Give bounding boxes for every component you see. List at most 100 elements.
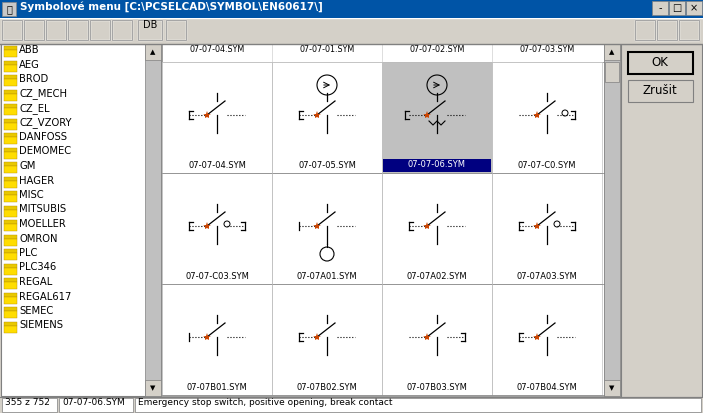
Bar: [2, 398, 57, 412]
Bar: [162, 44, 604, 396]
Bar: [4, 166, 17, 173]
Bar: [138, 20, 162, 40]
Bar: [4, 209, 17, 216]
Text: REGAL: REGAL: [19, 277, 52, 287]
Text: 07-07-01.SYM: 07-07-01.SYM: [299, 45, 354, 54]
Text: DANFOSS: DANFOSS: [19, 132, 67, 142]
Text: 07-07B04.SYM: 07-07B04.SYM: [517, 383, 577, 392]
Text: ▼: ▼: [150, 385, 155, 391]
Bar: [605, 62, 619, 82]
Bar: [635, 20, 655, 40]
Text: □: □: [672, 3, 682, 13]
Text: OMRON: OMRON: [19, 233, 58, 244]
Bar: [166, 20, 186, 40]
Bar: [4, 60, 17, 64]
Bar: [4, 64, 17, 71]
Bar: [4, 249, 17, 253]
Text: 07-07-04.SYM: 07-07-04.SYM: [188, 161, 246, 170]
Bar: [68, 20, 88, 40]
Bar: [4, 104, 17, 108]
Text: 07-07-06.SYM: 07-07-06.SYM: [408, 160, 466, 169]
Bar: [4, 79, 17, 86]
Bar: [4, 50, 17, 57]
Text: 07-07B03.SYM: 07-07B03.SYM: [406, 383, 467, 392]
Text: DEMOMEC: DEMOMEC: [19, 147, 71, 157]
Bar: [4, 278, 17, 282]
Bar: [604, 44, 620, 396]
Text: HAGER: HAGER: [19, 176, 54, 185]
Bar: [90, 20, 110, 40]
Text: SIEMENS: SIEMENS: [19, 320, 63, 330]
Text: PLC: PLC: [19, 248, 37, 258]
Bar: [46, 20, 66, 40]
Text: ▼: ▼: [610, 385, 614, 391]
Text: 07-07-05.SYM: 07-07-05.SYM: [298, 161, 356, 170]
Text: 🐾: 🐾: [6, 4, 12, 14]
Text: OK: OK: [652, 57, 669, 69]
Bar: [90, 20, 110, 40]
Bar: [4, 180, 17, 188]
Bar: [657, 20, 677, 40]
Bar: [162, 284, 272, 395]
Bar: [0, 397, 703, 413]
Bar: [635, 20, 655, 40]
Text: 07-07-02.SYM: 07-07-02.SYM: [409, 45, 465, 54]
Text: MITSUBIS: MITSUBIS: [19, 204, 66, 214]
Bar: [4, 93, 17, 100]
Text: CZ_MECH: CZ_MECH: [19, 88, 67, 100]
Bar: [145, 44, 161, 396]
Bar: [382, 62, 492, 173]
Text: MISC: MISC: [19, 190, 44, 200]
Bar: [382, 284, 492, 395]
Text: CZ_VZORY: CZ_VZORY: [19, 118, 72, 128]
Bar: [669, 1, 685, 15]
Bar: [492, 284, 602, 395]
Bar: [145, 380, 161, 396]
Bar: [24, 20, 44, 40]
Bar: [4, 90, 17, 93]
Bar: [4, 119, 17, 123]
Bar: [4, 220, 17, 224]
Bar: [4, 133, 17, 137]
Text: 07-07A02.SYM: 07-07A02.SYM: [407, 272, 467, 281]
Bar: [0, 0, 703, 18]
Bar: [679, 20, 699, 40]
Bar: [4, 238, 17, 245]
Text: MOELLER: MOELLER: [19, 219, 66, 229]
Text: DB: DB: [143, 20, 157, 30]
Bar: [604, 44, 620, 60]
Bar: [4, 147, 17, 152]
Bar: [4, 268, 17, 275]
Text: Emergency stop switch, positive opening, break contact: Emergency stop switch, positive opening,…: [138, 398, 392, 407]
Bar: [4, 297, 17, 304]
Bar: [4, 292, 17, 297]
Bar: [492, 62, 602, 173]
Text: 07-07-04.SYM: 07-07-04.SYM: [189, 45, 245, 54]
Bar: [2, 20, 22, 40]
Bar: [1, 44, 161, 396]
Bar: [135, 398, 701, 412]
Bar: [112, 20, 132, 40]
Text: 07-07-C0.SYM: 07-07-C0.SYM: [517, 161, 576, 170]
Bar: [4, 224, 17, 231]
Bar: [2, 2, 16, 16]
Text: -: -: [658, 3, 662, 13]
Text: REGAL617: REGAL617: [19, 292, 72, 301]
Text: 07-07-C03.SYM: 07-07-C03.SYM: [185, 272, 249, 281]
Text: CZ_EL: CZ_EL: [19, 103, 49, 114]
Text: 07-07B01.SYM: 07-07B01.SYM: [186, 383, 247, 392]
Bar: [138, 20, 162, 40]
Text: GM: GM: [19, 161, 35, 171]
Bar: [272, 62, 382, 173]
Bar: [4, 108, 17, 115]
Text: AEG: AEG: [19, 59, 40, 69]
Bar: [628, 52, 693, 74]
Bar: [4, 162, 17, 166]
Bar: [4, 191, 17, 195]
Text: PLC346: PLC346: [19, 263, 56, 273]
Bar: [4, 321, 17, 325]
Bar: [4, 235, 17, 238]
Text: Symbolové menu [C:\PCSELCAD\SYMBOL\EN60617\]: Symbolové menu [C:\PCSELCAD\SYMBOL\EN606…: [20, 1, 323, 12]
Bar: [162, 173, 272, 284]
Bar: [162, 62, 272, 173]
